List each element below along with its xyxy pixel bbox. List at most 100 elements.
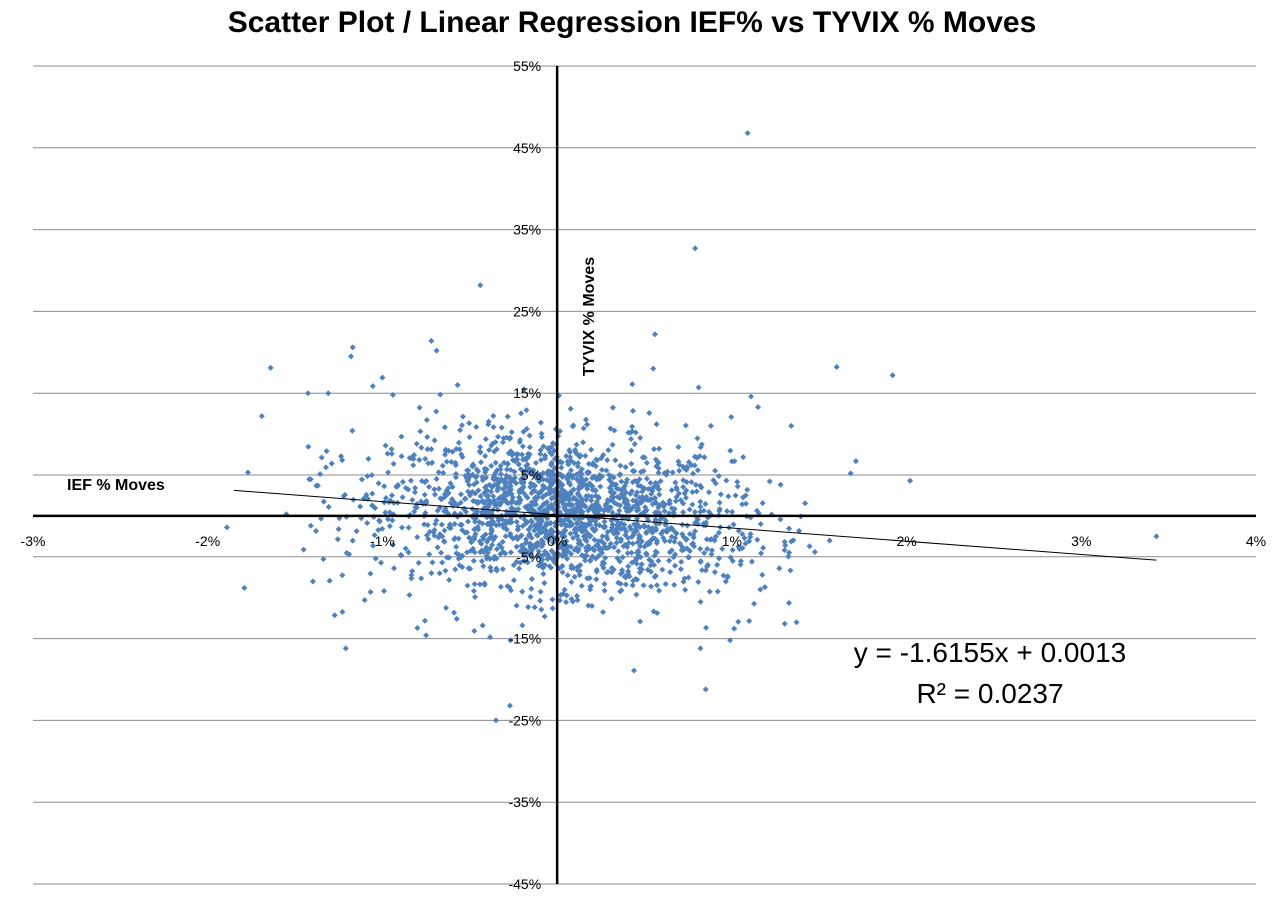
data-point [667, 569, 674, 576]
y-axis-label: TYVIX % Moves [581, 257, 598, 376]
data-point [548, 451, 555, 458]
data-point [473, 479, 480, 486]
data-point [697, 645, 704, 652]
data-point [560, 529, 567, 536]
data-point [570, 534, 577, 541]
data-point [482, 484, 489, 491]
data-point [636, 533, 643, 540]
data-point [690, 470, 697, 477]
data-point [537, 419, 544, 426]
data-point [405, 549, 412, 556]
data-point [584, 483, 591, 490]
data-point [515, 461, 522, 468]
data-point [608, 479, 615, 486]
data-point [586, 575, 593, 582]
data-point [587, 557, 594, 564]
data-point [538, 434, 545, 441]
data-point [477, 493, 484, 500]
data-point [437, 391, 444, 398]
data-point [634, 501, 641, 508]
data-point [584, 421, 591, 428]
data-point [548, 564, 555, 571]
data-point [464, 582, 471, 589]
data-point [424, 434, 431, 441]
data-point [562, 522, 569, 529]
data-point [683, 466, 690, 473]
data-point [476, 581, 483, 588]
data-point [428, 446, 435, 453]
data-point [628, 534, 635, 541]
data-point [384, 450, 391, 457]
data-point [689, 541, 696, 548]
data-point [781, 547, 788, 554]
data-point [438, 549, 445, 556]
data-point [777, 481, 784, 488]
data-point [446, 576, 453, 583]
data-point [672, 479, 679, 486]
data-point [503, 526, 510, 533]
data-point [558, 464, 565, 471]
data-point [510, 577, 517, 584]
data-point [744, 486, 751, 493]
data-point [527, 543, 534, 550]
data-point [580, 480, 587, 487]
data-point [307, 476, 314, 483]
data-point [748, 558, 755, 565]
data-point [633, 507, 640, 514]
data-point [714, 561, 721, 568]
data-point [603, 467, 610, 474]
data-point [223, 524, 230, 531]
data-point [409, 568, 416, 575]
data-point [698, 484, 705, 491]
data-point [331, 612, 338, 619]
data-point [473, 423, 480, 430]
data-point [622, 581, 629, 588]
data-point [520, 484, 527, 491]
data-point [559, 562, 566, 569]
data-point [732, 492, 739, 499]
data-point [592, 487, 599, 494]
data-point [723, 477, 730, 484]
data-point [508, 429, 515, 436]
data-point [517, 410, 524, 417]
data-point [541, 579, 548, 586]
data-point [492, 459, 499, 466]
data-point [565, 508, 572, 515]
data-point [576, 492, 583, 499]
data-point [580, 425, 587, 432]
data-point [599, 550, 606, 557]
data-point [648, 583, 655, 590]
data-point [609, 404, 616, 411]
data-point [624, 550, 631, 557]
data-point [497, 494, 504, 501]
data-point [386, 509, 393, 516]
data-point [477, 459, 484, 466]
data-point [433, 408, 440, 415]
data-point [564, 474, 571, 481]
data-point [727, 447, 734, 454]
data-point [325, 390, 332, 397]
data-point [711, 537, 718, 544]
data-point [488, 442, 495, 449]
data-point [458, 451, 465, 458]
data-point [619, 554, 626, 561]
data-point [568, 467, 575, 474]
x-tick-label: -1% [370, 533, 395, 549]
data-point [529, 506, 536, 513]
data-point [689, 489, 696, 496]
data-point [618, 536, 625, 543]
data-point [583, 496, 590, 503]
data-point [487, 488, 494, 495]
data-point [422, 509, 429, 516]
data-point [523, 467, 530, 474]
data-point [607, 425, 614, 432]
data-point [381, 587, 388, 594]
data-point [616, 472, 623, 479]
data-point [663, 471, 670, 478]
data-point [766, 478, 773, 485]
data-point [575, 460, 582, 467]
data-point [611, 530, 618, 537]
data-point [559, 569, 566, 576]
data-point [577, 452, 584, 459]
data-point [589, 461, 596, 468]
